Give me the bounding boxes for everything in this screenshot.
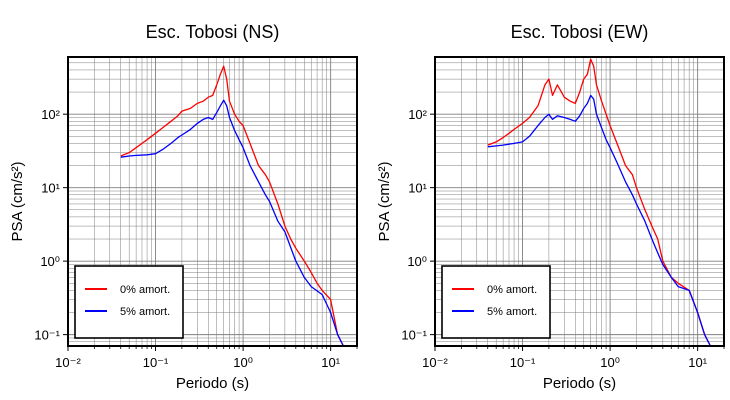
x-tick-label: 10¹ xyxy=(321,355,340,370)
x-tick-label: 10¹ xyxy=(688,355,707,370)
series-line-damped xyxy=(487,94,711,347)
plot-frame xyxy=(434,56,725,347)
y-tick-label: 10² xyxy=(408,107,427,122)
x-axis-label: Periodo (s) xyxy=(543,375,616,392)
x-tick-label: 10⁰ xyxy=(233,355,253,370)
y-tick-label: 10⁰ xyxy=(407,254,427,269)
y-tick-label: 10⁰ xyxy=(40,254,60,269)
y-tick-label: 10¹ xyxy=(41,181,60,196)
x-tick-label: 10⁻¹ xyxy=(510,355,536,370)
legend: 0% amort. 5% amort. xyxy=(441,265,551,339)
series-line-damped xyxy=(120,99,344,347)
legend-label: 5% amort. xyxy=(120,306,170,318)
series-line-undamped xyxy=(487,58,711,347)
legend-label: 0% amort. xyxy=(487,284,537,296)
y-axis-label: PSA (cm/s²) xyxy=(9,161,26,241)
chart-panel-1: Esc. Tobosi (EW) 10⁻² 10⁻¹ 10⁰ 10¹ 10⁻¹ 10⁰ 10¹… xyxy=(376,22,725,392)
y-tick-label: 10² xyxy=(41,107,60,122)
y-tick-label: 10⁻¹ xyxy=(34,328,60,343)
x-tick-label: 10⁻¹ xyxy=(143,355,169,370)
x-axis-label: Periodo (s) xyxy=(176,375,249,392)
legend: 0% amort. 5% amort. xyxy=(74,265,184,339)
chart-title: Esc. Tobosi (NS) xyxy=(146,22,280,42)
legend-box xyxy=(441,265,551,339)
chart-panel-0: Esc. Tobosi (NS) 10⁻² 10⁻¹ 10⁰ 10¹ 10⁻¹ 10⁰ 10¹… xyxy=(9,22,358,392)
x-tick-label: 10⁰ xyxy=(600,355,620,370)
legend-label: 5% amort. xyxy=(487,306,537,318)
y-tick-label: 10⁻¹ xyxy=(401,328,427,343)
plot-frame xyxy=(67,56,358,347)
chart-title: Esc. Tobosi (EW) xyxy=(511,22,649,42)
legend-label: 0% amort. xyxy=(120,284,170,296)
x-tick-label: 10⁻² xyxy=(422,355,448,370)
y-axis-label: PSA (cm/s²) xyxy=(376,161,393,241)
x-tick-label: 10⁻² xyxy=(55,355,81,370)
series-line-undamped xyxy=(120,65,344,347)
y-tick-label: 10¹ xyxy=(408,181,427,196)
grid xyxy=(67,56,358,347)
legend-box xyxy=(74,265,184,339)
